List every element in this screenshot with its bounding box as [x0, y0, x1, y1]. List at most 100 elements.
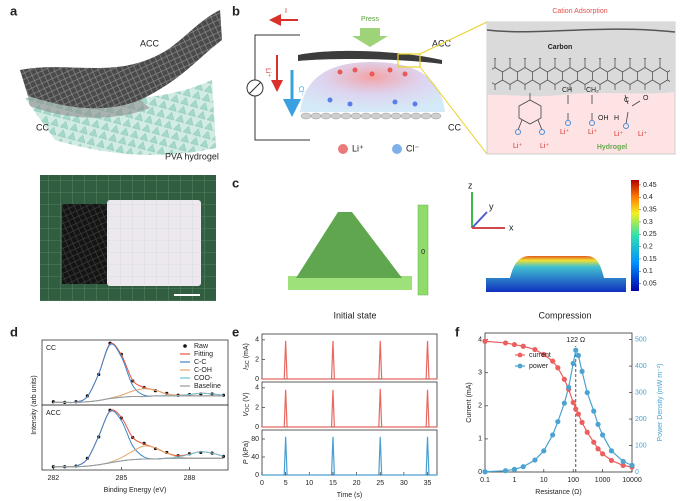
label: ACC	[140, 38, 160, 48]
label: I	[285, 8, 287, 15]
data-point	[511, 466, 517, 472]
x-tick-label: 15	[329, 480, 337, 487]
data-point	[573, 406, 579, 412]
label: Cl⁻	[297, 86, 304, 97]
data-point	[600, 451, 606, 457]
axis-label: z	[468, 180, 473, 190]
shape	[337, 69, 343, 75]
chem-bonds	[517, 93, 641, 131]
x-tick-label: 25	[376, 480, 384, 487]
colorbar-label: 0.05	[643, 280, 657, 287]
data-point	[482, 469, 488, 475]
y-tick-label: 4	[255, 385, 259, 392]
axis-label: x	[509, 222, 514, 232]
data-point	[608, 457, 615, 464]
colorbar-label: 0.4	[643, 194, 653, 201]
shape	[320, 112, 332, 120]
data-point	[566, 384, 572, 390]
shape	[623, 123, 629, 129]
shape	[352, 67, 358, 73]
legend-label: C-C	[194, 359, 206, 366]
shape	[430, 112, 442, 120]
shape	[390, 112, 402, 120]
photo-hydrogel-texture	[107, 200, 201, 286]
y-tick-label: 0	[255, 376, 259, 383]
cc-fabric	[28, 96, 150, 118]
series-line	[53, 457, 224, 468]
series-line	[262, 388, 437, 428]
chem-label: Li⁺	[513, 143, 522, 150]
compressed-structure	[486, 256, 626, 292]
legend-label: Fitting	[194, 351, 213, 358]
load-symbol	[248, 81, 262, 95]
data-point	[555, 365, 561, 371]
data-point	[573, 347, 579, 353]
legend-label: Li⁺	[352, 143, 364, 153]
photo-acc-texture	[62, 204, 110, 284]
y-tick-label: 2	[478, 403, 482, 410]
colorbar-label: 0.2	[643, 243, 653, 250]
chem-label: Li⁺	[638, 131, 647, 138]
data-point	[579, 419, 585, 425]
y-tick-label: 1	[478, 436, 482, 443]
y-axis-subscript: OC	[245, 404, 251, 412]
y-tick-label: 4	[478, 336, 482, 343]
label: PVA hydrogel	[165, 151, 219, 161]
y2-tick-label: 500	[635, 336, 647, 343]
x-tick-label: 0	[260, 480, 264, 487]
series-line	[262, 340, 437, 380]
shape	[565, 120, 571, 126]
panel-label: b	[232, 3, 240, 18]
colorbar-label: 0.45	[643, 182, 657, 189]
carbon-lattice	[492, 58, 670, 90]
data-point	[584, 429, 590, 435]
x-axis-label: Binding Energy (eV)	[104, 487, 167, 494]
data-point	[579, 368, 585, 374]
y-tick-label: 2	[255, 404, 259, 411]
x-axis-label: Resistance (Ω)	[535, 489, 581, 496]
colorbar	[631, 180, 639, 291]
x-tick-label: 10000	[622, 477, 642, 484]
data-point	[575, 352, 581, 359]
y-tick-label: 0	[478, 469, 482, 476]
colorbar-label: 0.35	[643, 206, 657, 213]
data-point	[595, 421, 601, 427]
y-tick-label: 3	[478, 370, 482, 377]
data-point	[620, 458, 626, 465]
chem-label: Li⁺	[588, 129, 597, 136]
axis-y	[471, 211, 488, 229]
y-axis-label: Current (mA)	[466, 382, 473, 422]
oxygen-atoms	[515, 120, 629, 135]
y-axis-label: P(kPa)	[243, 441, 250, 464]
data-point	[561, 400, 567, 406]
data-point	[629, 462, 635, 468]
shape	[380, 112, 392, 120]
x-tick-label: 282	[47, 475, 59, 482]
data-point	[570, 399, 576, 406]
colorbar-label: 0.3	[643, 219, 653, 226]
x-tick-label: 20	[353, 480, 361, 487]
shape	[387, 67, 393, 73]
plot-frame	[261, 381, 438, 428]
x-tick-label: 10	[540, 477, 548, 484]
legend-label: current	[529, 352, 551, 359]
ions	[327, 67, 418, 107]
legend-li	[338, 144, 348, 154]
x-tick-label: 5	[284, 480, 288, 487]
y-tick-label: 0	[255, 472, 259, 479]
x-tick-label: 100	[567, 477, 579, 484]
label: CC	[36, 122, 49, 132]
shape	[589, 120, 595, 126]
zoom-line	[419, 21, 488, 55]
data-point	[520, 464, 526, 470]
chem-label: OH	[598, 115, 609, 122]
shape	[402, 71, 408, 77]
data-point	[502, 468, 509, 474]
data-point	[520, 343, 526, 349]
plot-frame	[261, 429, 438, 476]
cc-layer	[300, 112, 442, 120]
data-point	[561, 376, 567, 382]
shape	[360, 112, 372, 120]
caption: Compression	[538, 310, 591, 320]
